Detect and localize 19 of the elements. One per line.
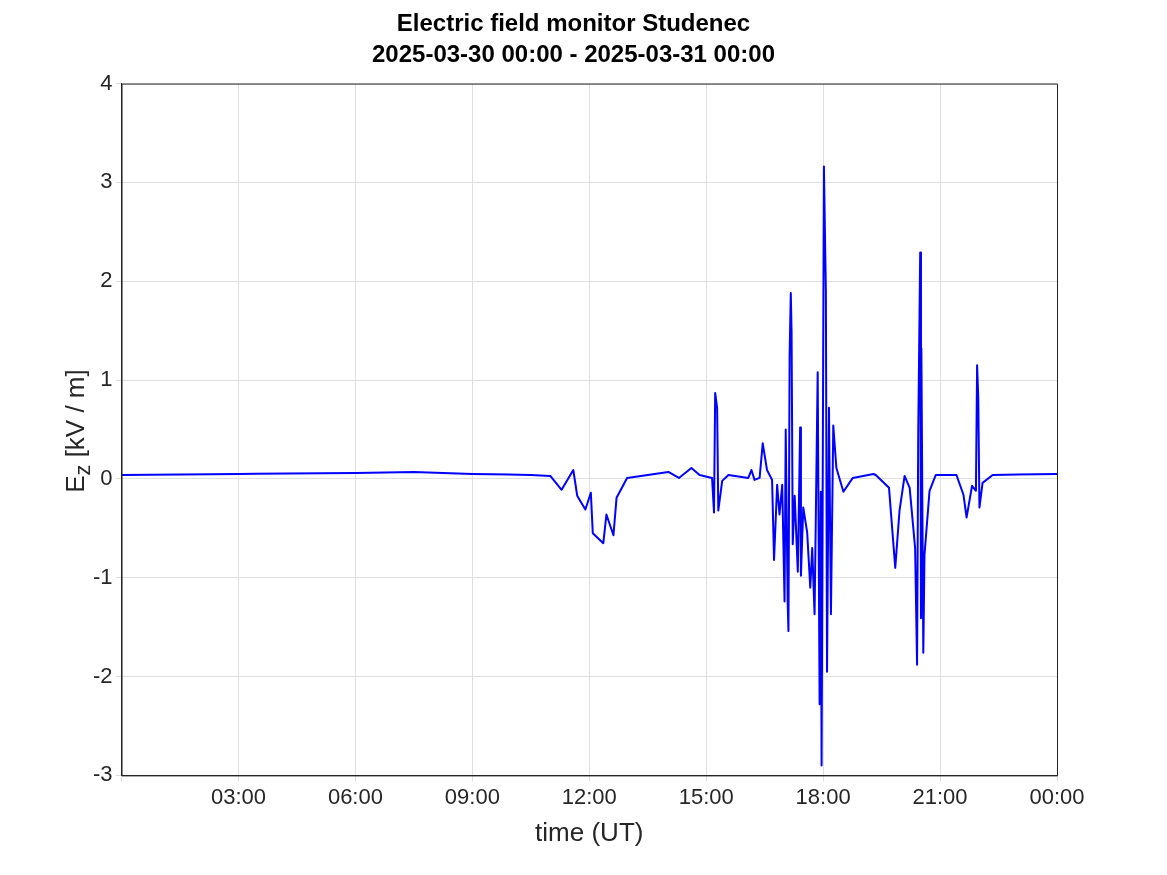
y-tick-label: 2 — [100, 267, 113, 293]
y-tick-label: 4 — [100, 69, 113, 95]
chart-title: Electric field monitor Studenec — [396, 9, 751, 37]
x-tick-label: 00:00 — [1029, 783, 1085, 809]
y-tick-label: -3 — [93, 761, 113, 787]
y-tick-label: 0 — [100, 464, 113, 490]
x-tick-label: 03:00 — [210, 783, 267, 809]
chart-subtitle: 2025-03-30 00:00 - 2025-03-31 00:00 — [372, 39, 775, 67]
x-tick-label: 21:00 — [912, 783, 968, 809]
x-tick-label: 15:00 — [678, 783, 734, 809]
x-axis-title: time (UT) — [535, 816, 644, 847]
x-tick-label: 12:00 — [561, 783, 617, 809]
y-tick-label: 3 — [100, 168, 113, 194]
x-tick-label: 18:00 — [795, 783, 851, 809]
y-tick-label: -1 — [93, 563, 113, 589]
y-tick-label: 1 — [100, 366, 113, 392]
x-tick-label: 09:00 — [444, 783, 500, 809]
y-tick-label: -2 — [93, 662, 113, 688]
x-tick-label: 06:00 — [327, 783, 383, 809]
